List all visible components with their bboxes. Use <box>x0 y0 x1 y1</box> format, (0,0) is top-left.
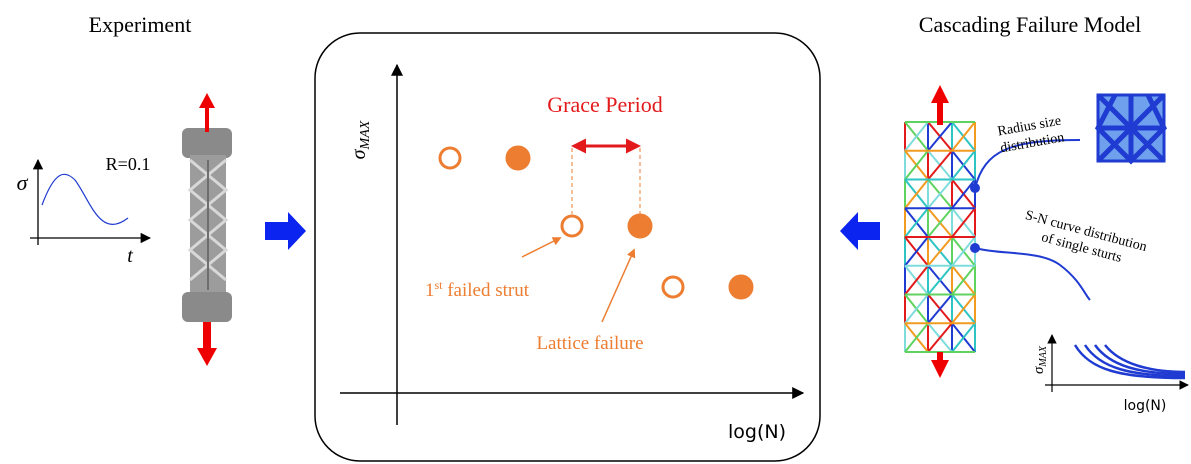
strut <box>951 265 976 296</box>
points <box>438 145 754 300</box>
number: 1 <box>425 280 435 301</box>
strut <box>927 236 953 267</box>
t-label: t <box>127 245 133 267</box>
first-failed-label: 1st failed strut <box>425 278 530 301</box>
strut <box>951 207 976 238</box>
symbol: σ <box>1031 366 1047 374</box>
specimen <box>182 128 232 322</box>
sine-plot <box>30 158 152 245</box>
strut <box>927 293 953 324</box>
strut <box>951 178 976 209</box>
strut <box>951 322 976 353</box>
callout <box>974 139 1081 189</box>
sn-plot <box>1045 334 1189 392</box>
pull-arrow-top <box>199 93 215 132</box>
sn-x-label: log(N) <box>1124 398 1167 414</box>
ratio-label: R=0.1 <box>106 154 151 174</box>
center-panel <box>314 32 821 462</box>
strut <box>927 265 953 296</box>
strut <box>951 150 976 181</box>
lattice-failure-label: Lattice failure <box>536 333 643 354</box>
radius-label: Radius sizedistribution <box>996 114 1065 157</box>
arrow-left <box>840 212 880 250</box>
strut <box>927 150 953 181</box>
left-title: Experiment <box>89 12 192 37</box>
strut <box>904 265 929 296</box>
strut <box>927 178 953 209</box>
callout-dot <box>970 243 980 253</box>
pull-arrow-top <box>931 85 949 125</box>
callout <box>974 247 1091 301</box>
lattice-tower <box>904 121 976 353</box>
strut <box>904 207 929 238</box>
subscript: MAX <box>358 120 373 150</box>
arrow-right <box>265 212 306 250</box>
strut <box>904 150 929 181</box>
pointer <box>521 237 562 258</box>
strut <box>904 121 929 152</box>
pointer <box>601 248 636 323</box>
strut <box>951 293 976 324</box>
strut <box>904 322 929 353</box>
strut <box>904 178 929 209</box>
strut <box>951 121 976 152</box>
strut <box>951 236 976 267</box>
sn-label: S-N curve distributionof single sturts <box>1019 208 1148 271</box>
y-axis-label: σMAX <box>348 120 373 159</box>
callout-dot <box>970 183 980 193</box>
strut <box>927 207 953 238</box>
x-axis-label: log(N) <box>728 421 786 443</box>
sn-y-label: σMAX <box>1031 345 1049 374</box>
strut <box>927 322 953 353</box>
text: failed strut <box>442 280 529 301</box>
strut <box>904 236 929 267</box>
grace-label: Grace Period <box>547 92 662 117</box>
strut <box>927 121 953 152</box>
symbol: σ <box>348 148 370 159</box>
cube <box>1094 93 1168 165</box>
right-title: Cascading Failure Model <box>919 12 1141 37</box>
superscript: st <box>434 278 443 292</box>
pull-arrow-bottom <box>197 322 217 366</box>
strut <box>904 293 929 324</box>
subscript: MAX <box>1038 345 1049 367</box>
pull-arrow-bottom <box>931 352 949 378</box>
sigma-label: σ <box>17 170 29 195</box>
